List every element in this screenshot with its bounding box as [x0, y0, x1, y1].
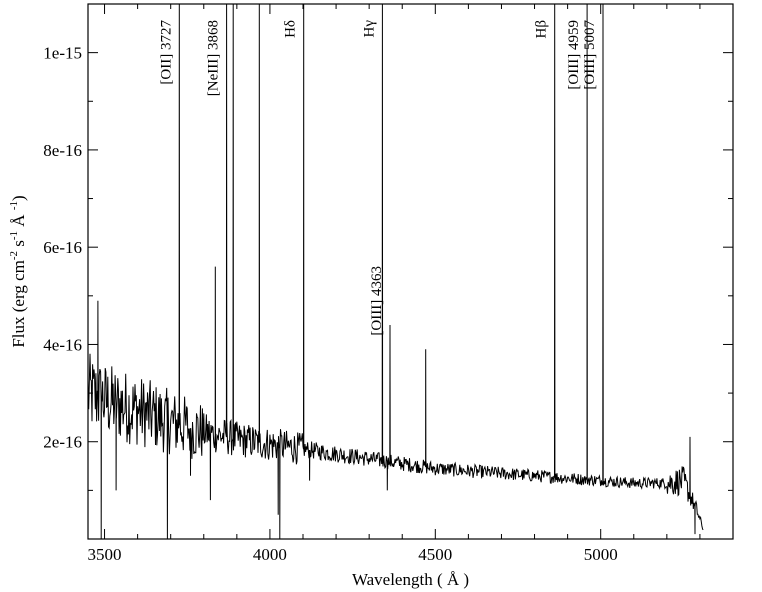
spectrum-line [87, 3, 704, 540]
line-annotation: [OIII] 4363 [369, 266, 385, 336]
line-annotation: [OIII] 5007 [582, 20, 598, 90]
x-tick-label: 3500 [88, 545, 122, 564]
x-tick-label: 5000 [584, 545, 618, 564]
line-annotation: Hβ [534, 20, 550, 38]
y-tick-label: 8e-16 [43, 141, 82, 160]
spectrum-series [87, 3, 704, 540]
line-annotation: [OIII] 4959 [566, 20, 582, 90]
y-tick-label: 4e-16 [43, 335, 82, 354]
x-tick-label: 4500 [418, 545, 452, 564]
x-tick-label: 4000 [253, 545, 287, 564]
line-annotation: Hγ [361, 20, 377, 38]
y-tick-label: 1e-15 [43, 44, 82, 63]
line-annotation: [NeIII] 3868 [205, 20, 221, 96]
y-tick-label: 6e-16 [43, 238, 82, 257]
line-annotation: [OII] 3727 [159, 20, 175, 85]
line-annotations: [OII] 3727 [NeIII] 3868 Hδ Hγ [OIII] 4363 Hβ [… [159, 20, 598, 336]
y-tick-label: 2e-16 [43, 433, 82, 452]
line-annotation: Hδ [283, 20, 299, 38]
plot-frame [87, 3, 734, 540]
y-axis-title: Flux (erg cm-2 s-1 Å -1) [8, 195, 28, 347]
axis-ticks: 3500 4000 4500 5000 2e-16 4e-16 6e-16 8e-16 1e-1… [43, 4, 733, 564]
x-axis-title: Wavelength ( Å ) [352, 570, 469, 589]
